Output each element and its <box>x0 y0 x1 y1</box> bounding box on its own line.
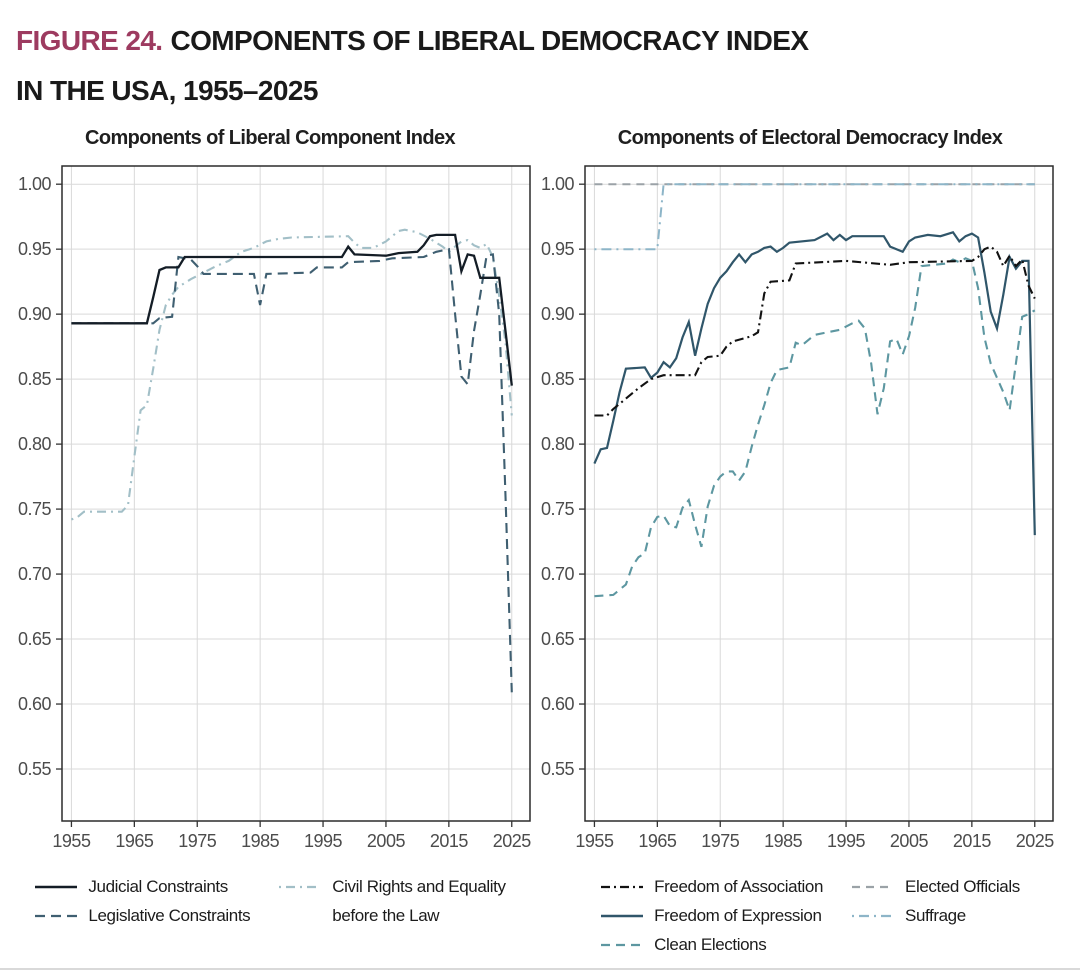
legend-liberal-component: Judicial Constraints Legislative Constrai… <box>0 872 540 930</box>
series-judicial-constraints <box>71 233 513 386</box>
legend-column: Elected Officials Suffrage <box>851 872 1020 930</box>
y-tick-label-0.70: 0.70 <box>18 564 52 584</box>
y-tick-label-0.65: 0.65 <box>18 629 52 649</box>
x-tick-label-2015: 2015 <box>430 831 469 851</box>
figure-number-label: FIGURE 24. <box>16 25 163 56</box>
legend-item-elected-officials: Elected Officials <box>851 872 1020 901</box>
figure-title-line1: FIGURE 24. COMPONENTS OF LIBERAL DEMOCRAC… <box>16 16 1062 66</box>
y-tick-label-0.75: 0.75 <box>18 499 52 519</box>
y-tick-label-0.60: 0.60 <box>541 694 575 714</box>
legend-swatch-legislative-constraints-line <box>35 914 78 918</box>
chart-liberal-component: Components of Liberal Component Index 19… <box>0 122 540 959</box>
legend-electoral-democracy: Freedom of Association Freedom of Express… <box>540 872 1080 959</box>
legend-item-suffrage: Suffrage <box>851 901 1020 930</box>
legend-label-suffrage: Suffrage <box>905 906 966 925</box>
legend-label-freedom-of-association: Freedom of Association <box>654 877 824 896</box>
y-tick-label-0.80: 0.80 <box>541 434 575 454</box>
series-legislative-constraints <box>71 247 513 693</box>
series-freedom-of-association <box>594 245 1036 417</box>
liberal-component-plot: 1955 1965 1975 1985 1995 2005 2015 2025 1.00 0.95… <box>18 165 532 851</box>
x-tick-label-2015: 2015 <box>953 831 992 851</box>
y-tick-label-0.95: 0.95 <box>18 239 52 259</box>
legend-item-civil-rights-and-equality-before-the-law: Civil Rights and Equality before the Law <box>278 872 506 930</box>
legend-column: Judicial Constraints Legislative Constrai… <box>34 872 251 930</box>
legend-label-freedom-of-expression: Freedom of Expression <box>654 906 822 925</box>
x-tick-label-1995: 1995 <box>827 831 866 851</box>
legend-swatch-freedom-of-association-line <box>601 885 644 889</box>
x-tick-label-1975: 1975 <box>701 831 740 851</box>
legend-label-civil-rights-and-equality-before-the-law: Civil Rights and Equality before the Law <box>332 877 506 925</box>
y-tick-label-0.90: 0.90 <box>541 304 575 324</box>
chart-title-electoral: Components of Electoral Democracy Index <box>617 127 1003 149</box>
y-tick-label-1.00: 1.00 <box>18 174 52 194</box>
x-tick-label-2025: 2025 <box>493 831 532 851</box>
x-tick-label-1955: 1955 <box>52 831 91 851</box>
y-tick-label-0.95: 0.95 <box>541 239 575 259</box>
legend-item-legislative-constraints: Legislative Constraints <box>34 901 251 930</box>
x-tick-label-1965: 1965 <box>115 831 154 851</box>
y-tick-label-0.55: 0.55 <box>541 759 575 779</box>
y-tick-label-0.55: 0.55 <box>18 759 52 779</box>
legend-column: Freedom of Association Freedom of Express… <box>600 872 823 959</box>
x-tick-label-1955: 1955 <box>575 831 614 851</box>
legend-swatch-elected-officials-line <box>852 885 895 889</box>
x-tick-label-1985: 1985 <box>764 831 803 851</box>
legend-item-freedom-of-association: Freedom of Association <box>600 872 823 901</box>
y-tick-label-0.90: 0.90 <box>18 304 52 324</box>
x-tick-label-1975: 1975 <box>178 831 217 851</box>
chart-electoral-democracy: Components of Electoral Democracy Index … <box>540 122 1080 959</box>
series-civil-rights-and-equality-before-the-law <box>70 228 513 521</box>
y-tick-label-0.75: 0.75 <box>541 499 575 519</box>
x-tick-label-2005: 2005 <box>890 831 929 851</box>
y-tick-label-0.80: 0.80 <box>18 434 52 454</box>
series-freedom-of-expression <box>593 231 1036 536</box>
legend-label-judicial-constraints: Judicial Constraints <box>88 877 228 896</box>
legend-label-elected-officials: Elected Officials <box>905 877 1020 896</box>
y-tick-label-0.60: 0.60 <box>18 694 52 714</box>
legend-swatch-suffrage-line <box>852 914 895 918</box>
legend-label-legislative-constraints: Legislative Constraints <box>88 906 251 925</box>
legend-swatch-freedom-of-expression-line <box>601 914 644 918</box>
y-tick-label-1.00: 1.00 <box>541 174 575 194</box>
legend-column: Civil Rights and Equality before the Law <box>278 872 506 930</box>
x-tick-label-1995: 1995 <box>304 831 343 851</box>
x-tick-label-2025: 2025 <box>1016 831 1055 851</box>
y-tick-label-0.70: 0.70 <box>541 564 575 584</box>
legend-swatch-civil-rights-and-equality-before-the-law-line <box>279 885 322 889</box>
plot-border <box>61 165 531 822</box>
y-tick-label-0.65: 0.65 <box>541 629 575 649</box>
legend-label-clean-elections: Clean Elections <box>654 935 767 954</box>
chart-title-liberal: Components of Liberal Component Index <box>84 127 456 149</box>
series-clean-elections <box>594 257 1036 598</box>
figure-header: FIGURE 24. COMPONENTS OF LIBERAL DEMOCRAC… <box>0 0 1080 116</box>
legend-item-clean-elections: Clean Elections <box>600 930 823 959</box>
y-tick-label-0.85: 0.85 <box>18 369 52 389</box>
charts-row: Components of Liberal Component Index 19… <box>0 122 1080 959</box>
legend-item-freedom-of-expression: Freedom of Expression <box>600 901 823 930</box>
figure-title-text: COMPONENTS OF LIBERAL DEMOCRACY INDEX <box>170 25 809 56</box>
x-tick-label-1965: 1965 <box>638 831 677 851</box>
x-tick-label-2005: 2005 <box>367 831 406 851</box>
x-tick-label-1985: 1985 <box>241 831 280 851</box>
series-suffrage <box>594 183 1035 251</box>
legend-item-judicial-constraints: Judicial Constraints <box>34 872 250 901</box>
figure-title-line2: IN THE USA, 1955–2025 <box>16 75 318 106</box>
plot-border <box>584 165 1054 822</box>
electoral-democracy-plot: 1955 1965 1975 1985 1995 2005 2015 2025 1.00 0.95… <box>541 165 1055 851</box>
legend-swatch-clean-elections-line <box>601 943 644 947</box>
legend-swatch-judicial-constraints-line <box>35 885 78 889</box>
y-tick-label-0.85: 0.85 <box>541 369 575 389</box>
